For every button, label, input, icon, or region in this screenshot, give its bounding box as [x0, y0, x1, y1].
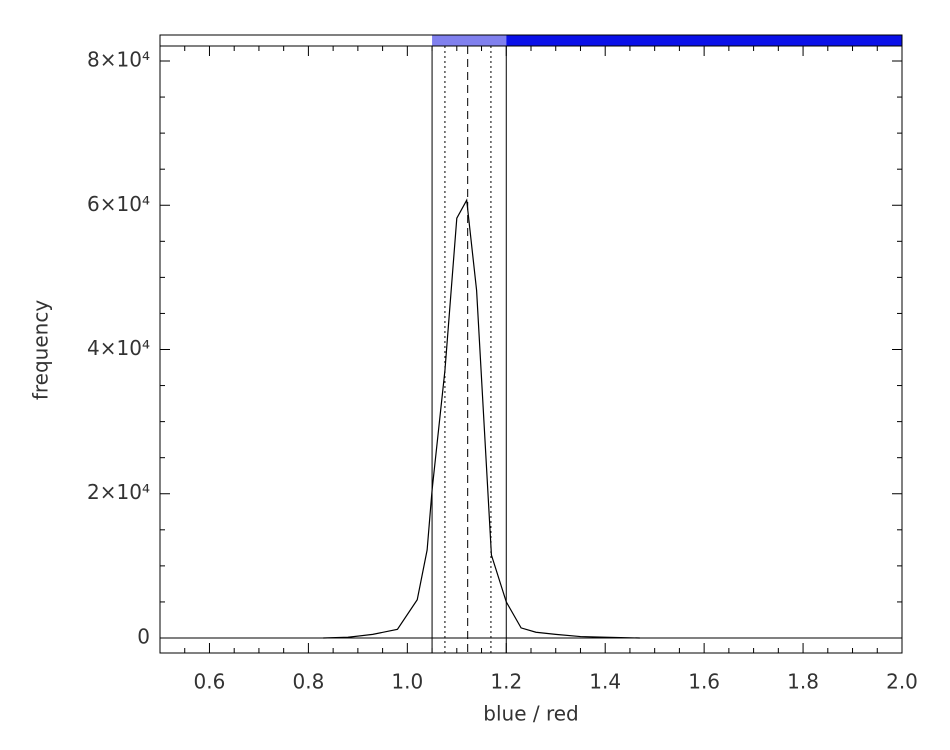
y-tick-label: 2×10⁴	[87, 480, 150, 504]
y-tick-label: 4×10⁴	[87, 336, 150, 360]
plot-frame	[159, 45, 903, 654]
x-tick-label: 1.6	[688, 670, 720, 694]
x-axis-title: blue / red	[483, 702, 578, 726]
x-tick-label: 1.8	[787, 670, 819, 694]
frequency-line	[323, 198, 640, 639]
x-tick-label: 0.6	[194, 670, 226, 694]
color-band	[432, 35, 507, 46]
y-axis-title: frequency	[29, 300, 53, 400]
x-tick-label: 2.0	[886, 670, 918, 694]
x-tick-label: 0.8	[292, 670, 324, 694]
y-tick-label: 6×10⁴	[87, 192, 150, 216]
x-tick-label: 1.4	[589, 670, 621, 694]
color-band	[160, 35, 433, 46]
color-band	[506, 35, 902, 46]
x-tick-label: 1.0	[391, 670, 423, 694]
x-tick-label: 1.2	[490, 670, 522, 694]
y-tick-label: 0	[137, 624, 150, 648]
y-tick-label: 8×10⁴	[87, 48, 150, 72]
